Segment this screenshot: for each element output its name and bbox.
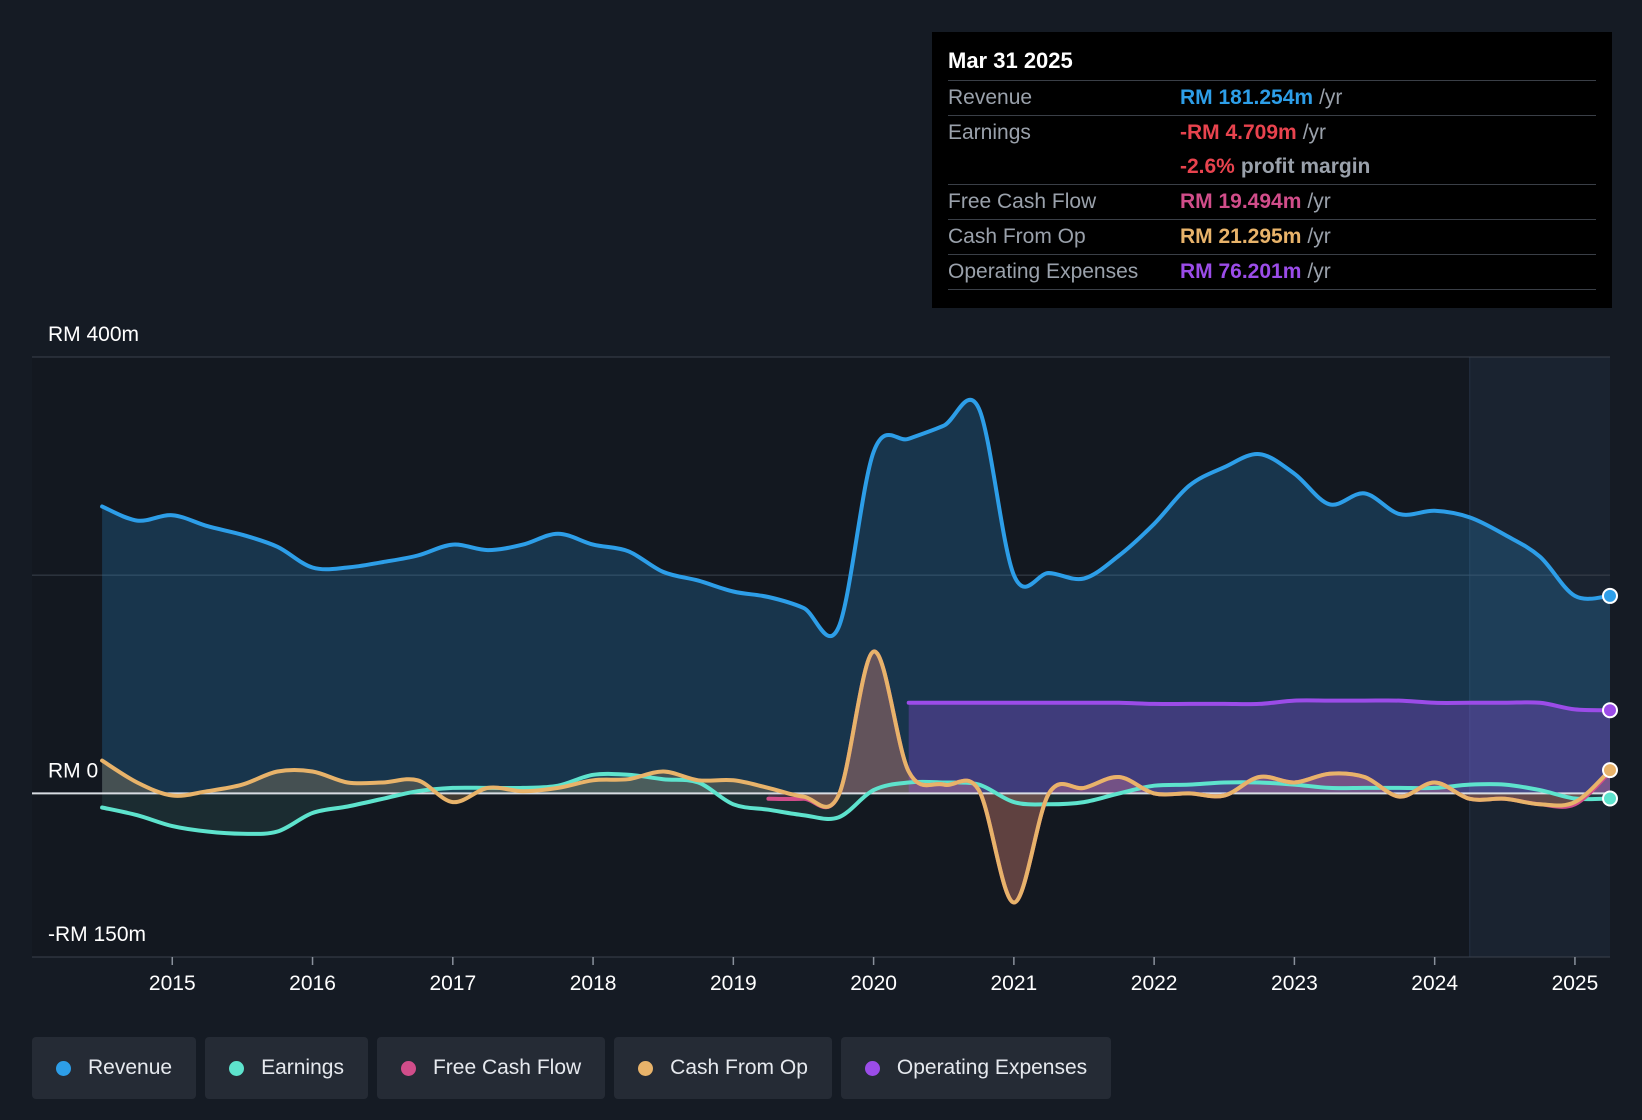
tooltip-label: Operating Expenses (948, 260, 1139, 283)
x-tick-label: 2016 (289, 972, 336, 995)
legend-label: Revenue (88, 1056, 173, 1079)
tooltip-label: Revenue (948, 86, 1033, 109)
legend-label: Earnings (261, 1056, 344, 1079)
tooltip-unit: /yr (1307, 225, 1331, 248)
x-tick-label: 2022 (1131, 972, 1178, 995)
x-tick-label: 2015 (149, 972, 196, 995)
tooltip-value: RM 21.295m (1180, 225, 1302, 248)
x-tick-label: 2018 (570, 972, 617, 995)
y-tick-label: -RM 150m (48, 923, 146, 946)
legend-item-cash-from-op[interactable]: Cash From Op (614, 1037, 832, 1099)
y-tick-label: RM 400m (48, 323, 139, 346)
revenue-end-marker (1602, 587, 1618, 604)
tooltip-label: Earnings (948, 121, 1031, 144)
x-tick-label: 2023 (1271, 972, 1318, 995)
plot-background (32, 357, 1610, 957)
x-tick-label: 2021 (991, 972, 1038, 995)
legend-dot-icon (229, 1060, 245, 1076)
x-tick-label: 2025 (1552, 972, 1599, 995)
legend-dot-icon (400, 1060, 416, 1076)
tooltip-unit: /yr (1302, 121, 1327, 144)
forecast-shade (1469, 357, 1610, 957)
legend-item-earnings[interactable]: Earnings (205, 1037, 368, 1099)
tooltip-date: Mar 31 2025 (948, 46, 1596, 81)
x-tick-label: 2017 (429, 972, 476, 995)
tooltip-unit: profit margin (1240, 155, 1371, 178)
tooltip-label: Free Cash Flow (948, 190, 1097, 213)
y-tick-label: RM 0 (48, 759, 98, 782)
tooltip-row-profit-margin: -2.6% profit margin (948, 150, 1596, 185)
tooltip-row-cash-from-op: Cash From Op RM 21.295m /yr (948, 220, 1596, 255)
legend-dot-icon (56, 1060, 71, 1076)
operating-expenses-end-marker (1602, 702, 1618, 719)
tooltip-row-earnings: Earnings -RM 4.709m /yr (948, 116, 1596, 150)
legend-dot-icon (864, 1060, 880, 1076)
tooltip-row-revenue: Revenue RM 181.254m /yr (948, 81, 1596, 116)
tooltip-value: RM 76.201m (1180, 260, 1302, 283)
x-tick-label: 2019 (710, 972, 757, 995)
earnings-line (100, 771, 1612, 836)
tooltip-value: RM 181.254m (1180, 86, 1314, 109)
x-tick-label: 2024 (1411, 972, 1458, 995)
tooltip-value: -RM 4.709m (1180, 121, 1297, 144)
tooltip-value: -2.6% (1180, 155, 1235, 178)
chart: RM 400m RM 0 -RM 150m 2015 2016 2017 2018 2019 2… (32, 323, 1618, 995)
operating-expenses-area (908, 700, 1610, 794)
tooltip-unit: /yr (1319, 86, 1343, 109)
tooltip-row-operating-expenses: Operating Expenses RM 76.201m /yr (948, 255, 1596, 290)
tooltip-row-free-cash-flow: Free Cash Flow RM 19.494m /yr (948, 185, 1596, 220)
legend-item-free-cash-flow[interactable]: Free Cash Flow (376, 1037, 606, 1099)
tooltip-unit: /yr (1307, 260, 1331, 283)
legend-label: Free Cash Flow (432, 1056, 582, 1079)
x-tick-label: 2020 (850, 972, 897, 995)
tooltip-unit: /yr (1307, 190, 1331, 213)
legend: Revenue Earnings Free Cash Flow Cash Fro… (32, 1037, 1112, 1099)
cash-from-op-end-marker (1602, 762, 1618, 779)
operating-expenses-line (906, 698, 1612, 713)
legend-dot-icon (638, 1060, 654, 1076)
tooltip-panel: Mar 31 2025 Revenue RM 181.254m /yr Earn… (932, 32, 1612, 308)
cash-from-op-area (102, 651, 1611, 903)
tooltip-value: RM 19.494m (1180, 190, 1302, 213)
legend-label: Operating Expenses (896, 1056, 1088, 1079)
tooltip-label: Cash From Op (948, 225, 1086, 248)
revenue-area (102, 399, 1611, 794)
legend-item-revenue[interactable]: Revenue (32, 1037, 197, 1099)
revenue-line (100, 397, 1612, 638)
earnings-end-marker (1602, 790, 1618, 807)
cash-from-op-line (100, 649, 1612, 905)
legend-item-operating-expenses[interactable]: Operating Expenses (840, 1037, 1112, 1099)
legend-label: Cash From Op (670, 1056, 808, 1079)
